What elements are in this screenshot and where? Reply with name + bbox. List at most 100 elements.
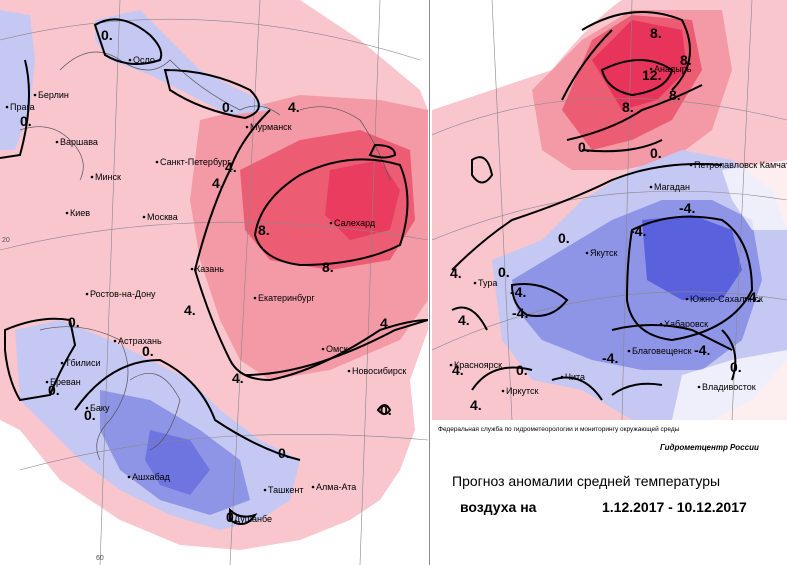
city-dot [473, 281, 477, 285]
city-dot [128, 58, 132, 62]
city-label: Ташкент [268, 485, 303, 495]
isoline-label: 0. [101, 27, 113, 43]
forecast-title-prefix: воздуха на [460, 499, 537, 515]
city-dot [347, 369, 351, 373]
cool-strong-area [642, 215, 742, 300]
city-label: Хабаровск [664, 319, 708, 329]
city-label: Петропавловск Камчатский [694, 160, 787, 170]
city-dot [689, 163, 693, 167]
city-dot [5, 105, 9, 109]
city-dot [33, 93, 37, 97]
city-dot [649, 185, 653, 189]
city-dot [585, 251, 589, 255]
isoline-label: -4. [510, 284, 526, 300]
isoline-label: 4. [212, 175, 224, 191]
isoline-label: 0. [498, 264, 510, 280]
right-map-svg: 8. 8. 12. 8. 8. 0. 0. 0. -4. -4. -4. -4.… [432, 0, 787, 565]
city-label: Казань [195, 264, 224, 274]
left-city-labels: Осло Берлин Прага Варшава Мурманск Санкт… [5, 55, 406, 524]
right-anomaly-map: 8. 8. 12. 8. 8. 0. 0. 0. -4. -4. -4. -4.… [432, 0, 787, 565]
city-label: Якутск [590, 248, 618, 258]
city-label: Мурманск [250, 122, 292, 132]
left-grid-numbers: 20 60 [2, 237, 104, 562]
isoline-label: 0. [578, 139, 590, 155]
isoline-label: -4. [602, 350, 618, 366]
city-dot [85, 292, 89, 296]
city-dot [113, 339, 117, 343]
city-label: Анадырь [654, 64, 692, 74]
city-label: Новосибирск [352, 366, 406, 376]
city-label: Ашхабад [132, 472, 171, 482]
city-dot [560, 375, 564, 379]
grid-number: 20 [2, 237, 10, 244]
isoline-label: 4. [184, 302, 196, 318]
city-label: Баку [90, 403, 110, 413]
isoline-label: 0. [20, 113, 32, 129]
isoline-label: -4. [694, 342, 710, 358]
left-map-svg: 0. 0. 0. 4. 4. 4. 8. 8. 4. 4. 4. 0. 0. 0… [0, 0, 428, 565]
city-dot [190, 267, 194, 271]
city-label: Минск [95, 172, 121, 182]
city-label: Ростов-на-Дону [90, 289, 156, 299]
city-label: Чита [565, 372, 585, 382]
coastlines [19, 51, 391, 461]
city-dot [449, 363, 453, 367]
isoline-label: 4. [458, 312, 470, 328]
city-label: Салехард [334, 218, 376, 228]
city-dot [85, 406, 89, 410]
isoline-label: 4. [232, 370, 244, 386]
right-city-labels: Анадырь Петропавловск Камчатский Магадан… [449, 64, 787, 396]
city-label: Владивосток [702, 382, 756, 392]
right-isoline-labels: 8. 8. 12. 8. 8. 0. 0. 0. -4. -4. -4. -4.… [450, 25, 760, 413]
graticule [432, 0, 787, 421]
city-dot [155, 160, 159, 164]
city-label: Южно-Сахалинск [690, 294, 763, 304]
city-label: Варшава [60, 137, 98, 147]
city-label: Душанбе [234, 514, 272, 524]
isoline-label: 4. [225, 159, 237, 175]
city-dot [229, 517, 233, 521]
forecast-title-dates: 1.12.2017 - 10.12.2017 [602, 499, 747, 515]
city-dot [321, 347, 325, 351]
city-dot [697, 385, 701, 389]
isoline-label: 8. [669, 87, 681, 103]
city-dot [55, 140, 59, 144]
isoline-label: 0. [222, 99, 234, 115]
city-dot [329, 221, 333, 225]
cool-area-scandinavia [95, 10, 270, 115]
isoline-label: 8. [650, 25, 662, 41]
city-dot [659, 322, 663, 326]
isoline-label: 0. [730, 359, 742, 375]
center-credit: Гидрометцентр России [660, 443, 759, 452]
isoline-label: 4. [380, 315, 392, 331]
left-anomaly-map: 0. 0. 0. 4. 4. 4. 8. 8. 4. 4. 4. 0. 0. 0… [0, 0, 428, 565]
grid-number: 60 [96, 555, 104, 562]
city-label: Екатеринбург [258, 293, 315, 303]
credits-box [432, 420, 787, 460]
isolines [451, 11, 754, 401]
ocean-area-south [672, 350, 787, 420]
city-label: Прага [10, 102, 35, 112]
city-label: Тура [478, 278, 497, 288]
city-label: Ереван [50, 377, 81, 387]
city-dot [245, 125, 249, 129]
city-label: Киев [70, 208, 90, 218]
isoline-label: 0. [48, 382, 60, 398]
left-isoline-labels: 0. 0. 0. 4. 4. 4. 8. 8. 4. 4. 4. 0. 0. 0… [20, 27, 392, 525]
city-dot [311, 485, 315, 489]
city-dot [685, 297, 689, 301]
isoline-label: -4. [679, 200, 695, 216]
isoline-label: 0. [558, 230, 570, 246]
city-dot [263, 488, 267, 492]
isoline-label: 0. [142, 343, 154, 359]
cool-area-west [0, 10, 35, 150]
isoline-label: -4. [630, 223, 646, 239]
isoline-label: 0. [68, 314, 80, 330]
city-label: Астрахань [118, 336, 162, 346]
city-label: Санкт-Петербург [160, 157, 231, 167]
city-dot [60, 361, 64, 365]
isoline-label: 0. [278, 445, 290, 461]
isoline-label: 4. [452, 362, 464, 378]
warm-max-area [592, 20, 687, 110]
city-label: Иркутск [506, 386, 539, 396]
